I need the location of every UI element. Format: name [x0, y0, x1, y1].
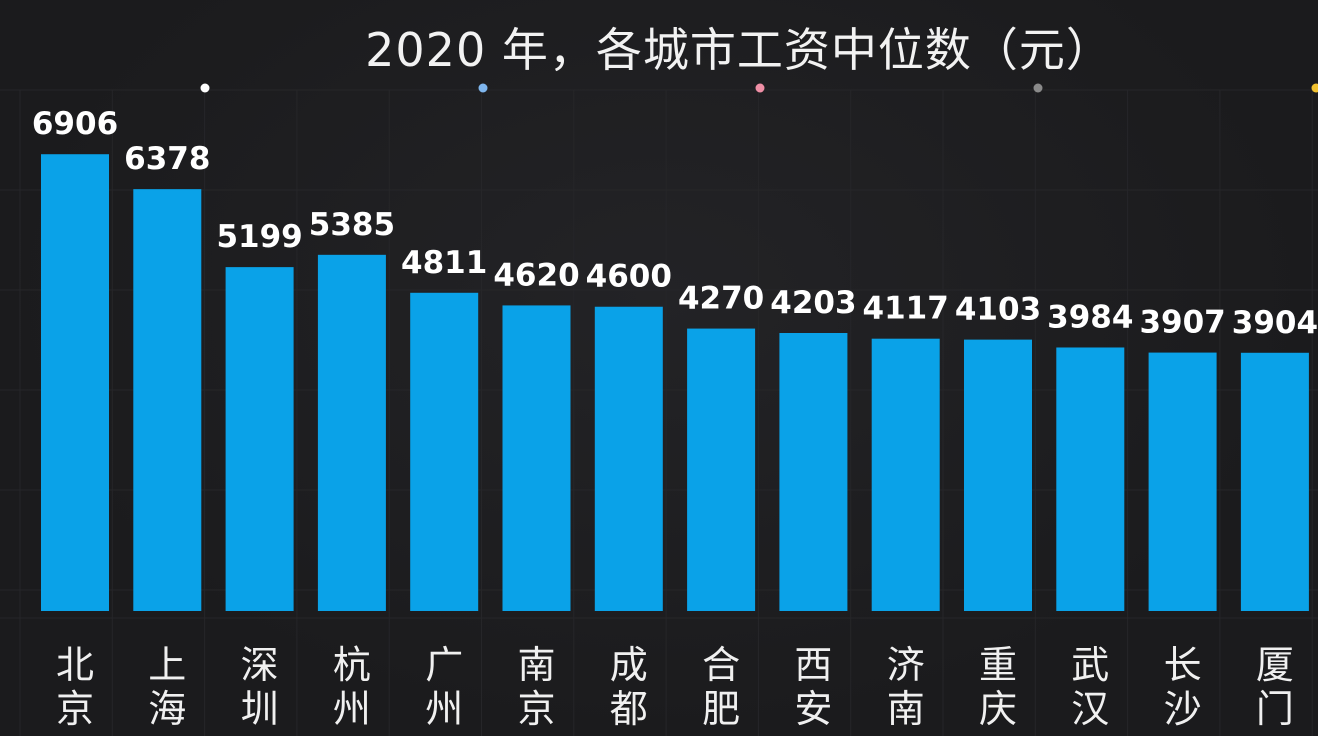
category-label: 北京 [56, 643, 94, 731]
marker-dot [755, 83, 765, 93]
category-label: 深圳 [241, 643, 279, 731]
category-label: 武汉 [1071, 643, 1109, 731]
category-label: 合肥 [702, 643, 740, 731]
value-label: 4203 [770, 285, 856, 321]
value-label: 4811 [401, 245, 487, 281]
category-label: 广州 [425, 643, 463, 731]
bar [594, 306, 663, 611]
value-label: 6906 [32, 106, 118, 142]
bar [687, 328, 756, 611]
category-label: 重庆 [979, 643, 1017, 731]
bar [317, 254, 386, 611]
category-label: 南京 [517, 643, 555, 731]
category-label: 厦门 [1256, 643, 1294, 731]
value-label: 4600 [586, 259, 672, 295]
value-label: 3907 [1139, 305, 1225, 341]
value-label: 4117 [863, 291, 949, 327]
bar [133, 189, 202, 611]
value-label: 5385 [309, 207, 395, 243]
category-label: 上海 [148, 643, 186, 731]
category-label: 杭州 [333, 643, 371, 731]
marker-dot [1033, 83, 1043, 93]
category-label: 长沙 [1164, 643, 1202, 731]
value-label: 4620 [493, 257, 579, 293]
bar [871, 338, 940, 611]
bar [410, 292, 479, 611]
category-label: 济南 [887, 643, 925, 731]
marker-dot [200, 83, 210, 93]
value-label: 4270 [678, 281, 764, 317]
value-label: 5199 [216, 219, 302, 255]
bar [1148, 352, 1217, 611]
value-label: 6378 [124, 141, 210, 177]
bar [779, 333, 848, 611]
bar [502, 305, 571, 611]
bar [964, 339, 1032, 611]
bars [41, 154, 1309, 612]
marker-dot [1311, 83, 1318, 93]
bar [41, 154, 109, 612]
marker-dots [200, 83, 1318, 93]
value-label: 4103 [955, 292, 1041, 328]
value-label: 3984 [1047, 299, 1133, 335]
bar [225, 267, 294, 611]
bar [1240, 352, 1309, 611]
category-label: 西安 [794, 643, 832, 731]
category-label: 成都 [610, 643, 648, 731]
bar [1056, 347, 1125, 611]
marker-dot [478, 83, 488, 93]
value-label: 3904 [1232, 305, 1318, 341]
